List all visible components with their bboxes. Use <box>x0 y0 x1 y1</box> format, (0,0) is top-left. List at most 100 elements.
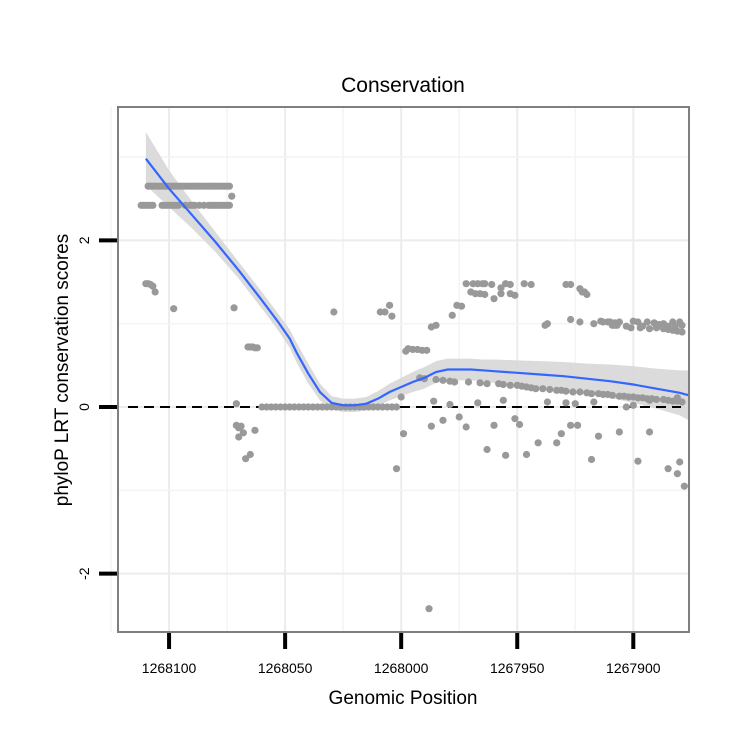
data-point <box>627 324 635 332</box>
data-point <box>613 321 621 329</box>
data-point <box>590 320 598 328</box>
data-point <box>149 201 157 209</box>
data-point <box>499 396 507 404</box>
data-point <box>543 398 552 406</box>
data-point <box>490 295 498 303</box>
data-point <box>481 280 489 288</box>
data-point <box>230 304 238 312</box>
data-point <box>506 280 514 289</box>
data-point <box>488 280 496 289</box>
data-point <box>587 390 596 398</box>
data-point <box>474 399 482 407</box>
smooth-curve <box>144 157 690 407</box>
data-point <box>427 422 435 430</box>
data-point <box>652 324 661 332</box>
data-point <box>439 376 447 384</box>
data-point <box>497 284 505 292</box>
data-point <box>539 385 547 393</box>
data-point <box>430 397 438 405</box>
y-tick-label: 2 <box>76 236 92 244</box>
data-point <box>587 455 596 464</box>
data-point <box>242 455 250 463</box>
data-point <box>483 380 491 388</box>
data-point <box>546 385 554 394</box>
data-point <box>497 290 505 298</box>
data-point <box>246 450 254 459</box>
data-point <box>251 426 259 434</box>
data-point <box>448 311 456 319</box>
data-point <box>573 421 582 429</box>
data-point <box>225 201 234 209</box>
data-point <box>590 398 598 406</box>
data-point <box>151 288 159 296</box>
data-point <box>643 318 651 326</box>
x-tick-label: 1267950 <box>490 660 545 676</box>
data-point <box>432 375 440 384</box>
data-point <box>399 430 408 438</box>
data-point <box>678 398 686 406</box>
confidence-band <box>145 132 690 421</box>
data-point <box>499 380 507 389</box>
data-point <box>557 430 565 438</box>
data-point <box>462 280 470 288</box>
data-point <box>622 403 630 411</box>
data-point <box>520 280 528 288</box>
data-point <box>645 396 654 404</box>
data-point <box>483 445 491 454</box>
data-point <box>532 385 540 393</box>
chart-title: Conservation <box>341 74 465 97</box>
data-point <box>425 605 433 613</box>
data-point <box>634 457 642 465</box>
data-point <box>476 379 484 387</box>
data-point <box>615 428 623 436</box>
data-point <box>569 388 577 396</box>
data-point <box>567 315 575 324</box>
data-point <box>388 312 396 320</box>
x-tick-label: 1268100 <box>142 660 197 676</box>
data-point <box>464 378 473 386</box>
data-point <box>385 301 394 309</box>
data-point <box>490 421 498 429</box>
data-point <box>392 465 401 473</box>
confidence-band-area <box>145 132 690 421</box>
data-point <box>673 470 681 478</box>
data-point <box>439 416 447 424</box>
data-point <box>576 318 584 326</box>
data-point <box>432 321 440 329</box>
data-point <box>673 394 681 402</box>
data-point <box>634 318 642 326</box>
data-point <box>506 381 514 389</box>
y-axis-label: phyloP LRT conservation scores <box>52 234 73 507</box>
data-point <box>652 395 661 404</box>
data-point <box>481 290 489 299</box>
data-point <box>511 415 519 423</box>
data-point <box>680 482 688 490</box>
data-point <box>645 325 654 333</box>
x-tick-label: 1268000 <box>374 660 429 676</box>
data-point <box>253 344 261 352</box>
data-point <box>664 465 672 473</box>
data-point <box>527 280 535 289</box>
data-point <box>174 201 182 209</box>
y-tick-label: -2 <box>76 567 92 580</box>
x-tick-label: 1268050 <box>258 660 313 676</box>
data-point <box>678 321 686 329</box>
data-point <box>608 391 617 399</box>
data-point <box>237 422 245 430</box>
data-point <box>676 458 684 466</box>
data-point <box>457 302 466 310</box>
data-point <box>397 393 405 401</box>
data-point <box>446 400 454 409</box>
data-point <box>381 308 389 316</box>
data-point <box>553 439 561 447</box>
y-axis-ticks: -2 0 2 <box>76 236 117 580</box>
data-point <box>562 387 570 395</box>
data-point <box>678 328 686 336</box>
data-point <box>455 413 463 421</box>
data-point <box>645 428 654 436</box>
data-point <box>511 291 519 299</box>
data-point <box>502 451 510 459</box>
x-axis-label: Genomic Position <box>329 688 478 709</box>
data-point <box>543 320 552 328</box>
